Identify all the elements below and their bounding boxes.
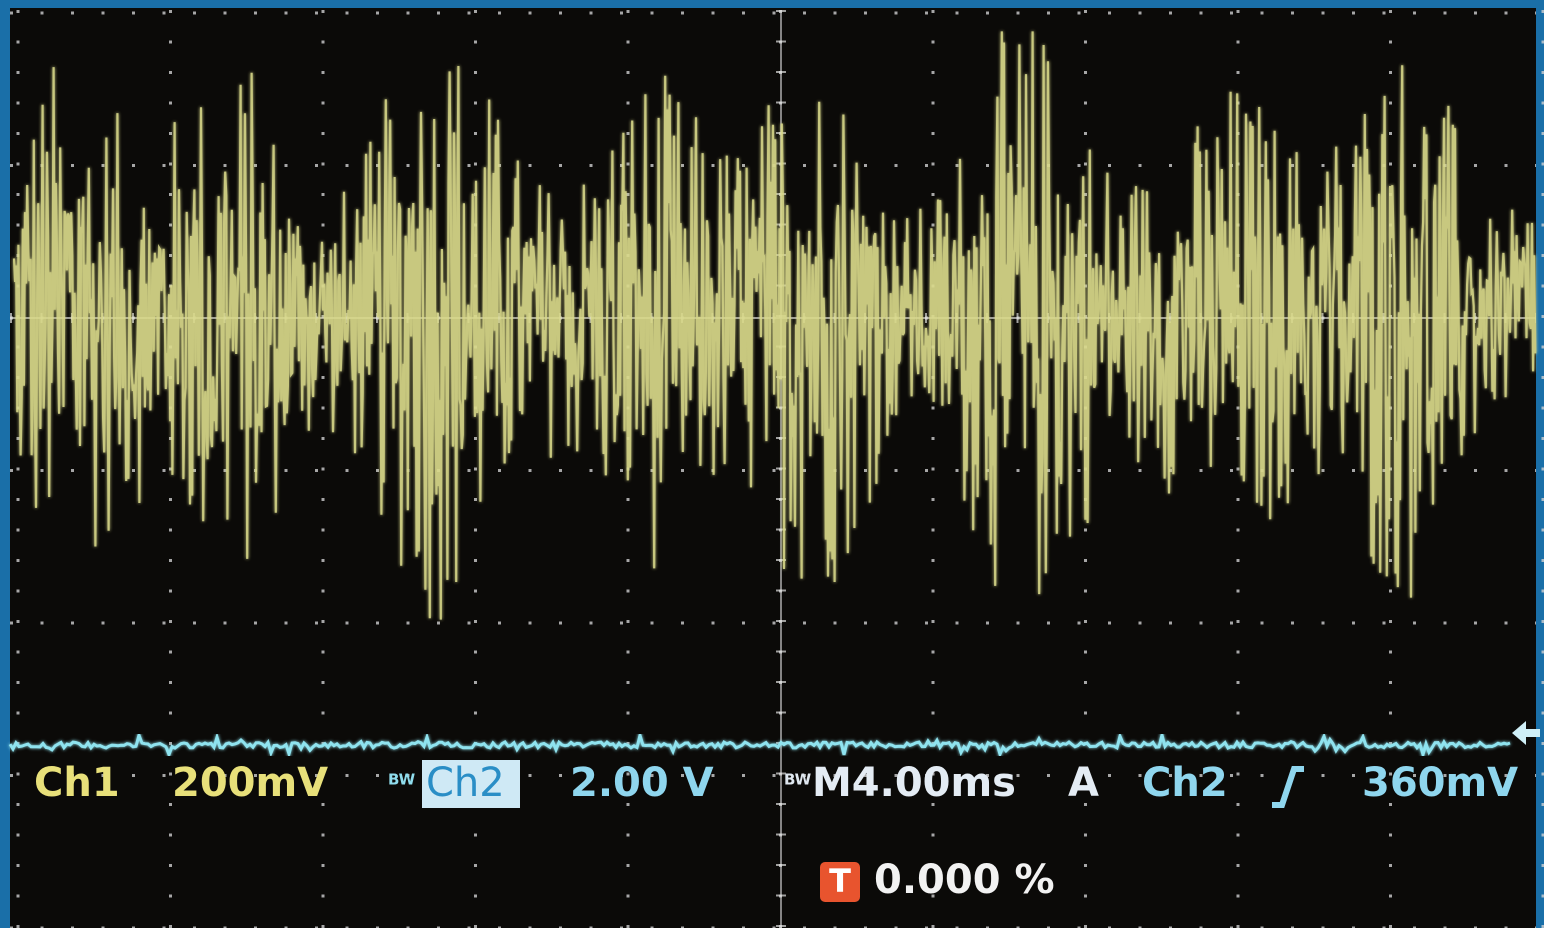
- ch2-label: Ch2: [426, 760, 505, 806]
- trigger-mode: A: [1068, 760, 1099, 806]
- bw-marker: BW: [388, 771, 416, 789]
- ch2-scale: 2.00 V: [570, 760, 714, 806]
- page: Ch1 200mV BW Ch2 2.00 V BW M4.00ms A Ch2…: [0, 0, 1544, 928]
- trigger-source: Ch2: [1142, 760, 1228, 806]
- timebase: M4.00ms: [812, 760, 1016, 806]
- trigger-icon: T: [829, 862, 851, 900]
- ch1-label: Ch1: [34, 760, 120, 806]
- trigger-level: 360mV: [1362, 760, 1518, 806]
- oscilloscope-screen: Ch1 200mV BW Ch2 2.00 V BW M4.00ms A Ch2…: [0, 0, 1544, 928]
- bw-marker: BW: [784, 771, 812, 789]
- ch1-scale: 200mV: [172, 760, 328, 806]
- trigger-position: 0.000 %: [874, 857, 1055, 903]
